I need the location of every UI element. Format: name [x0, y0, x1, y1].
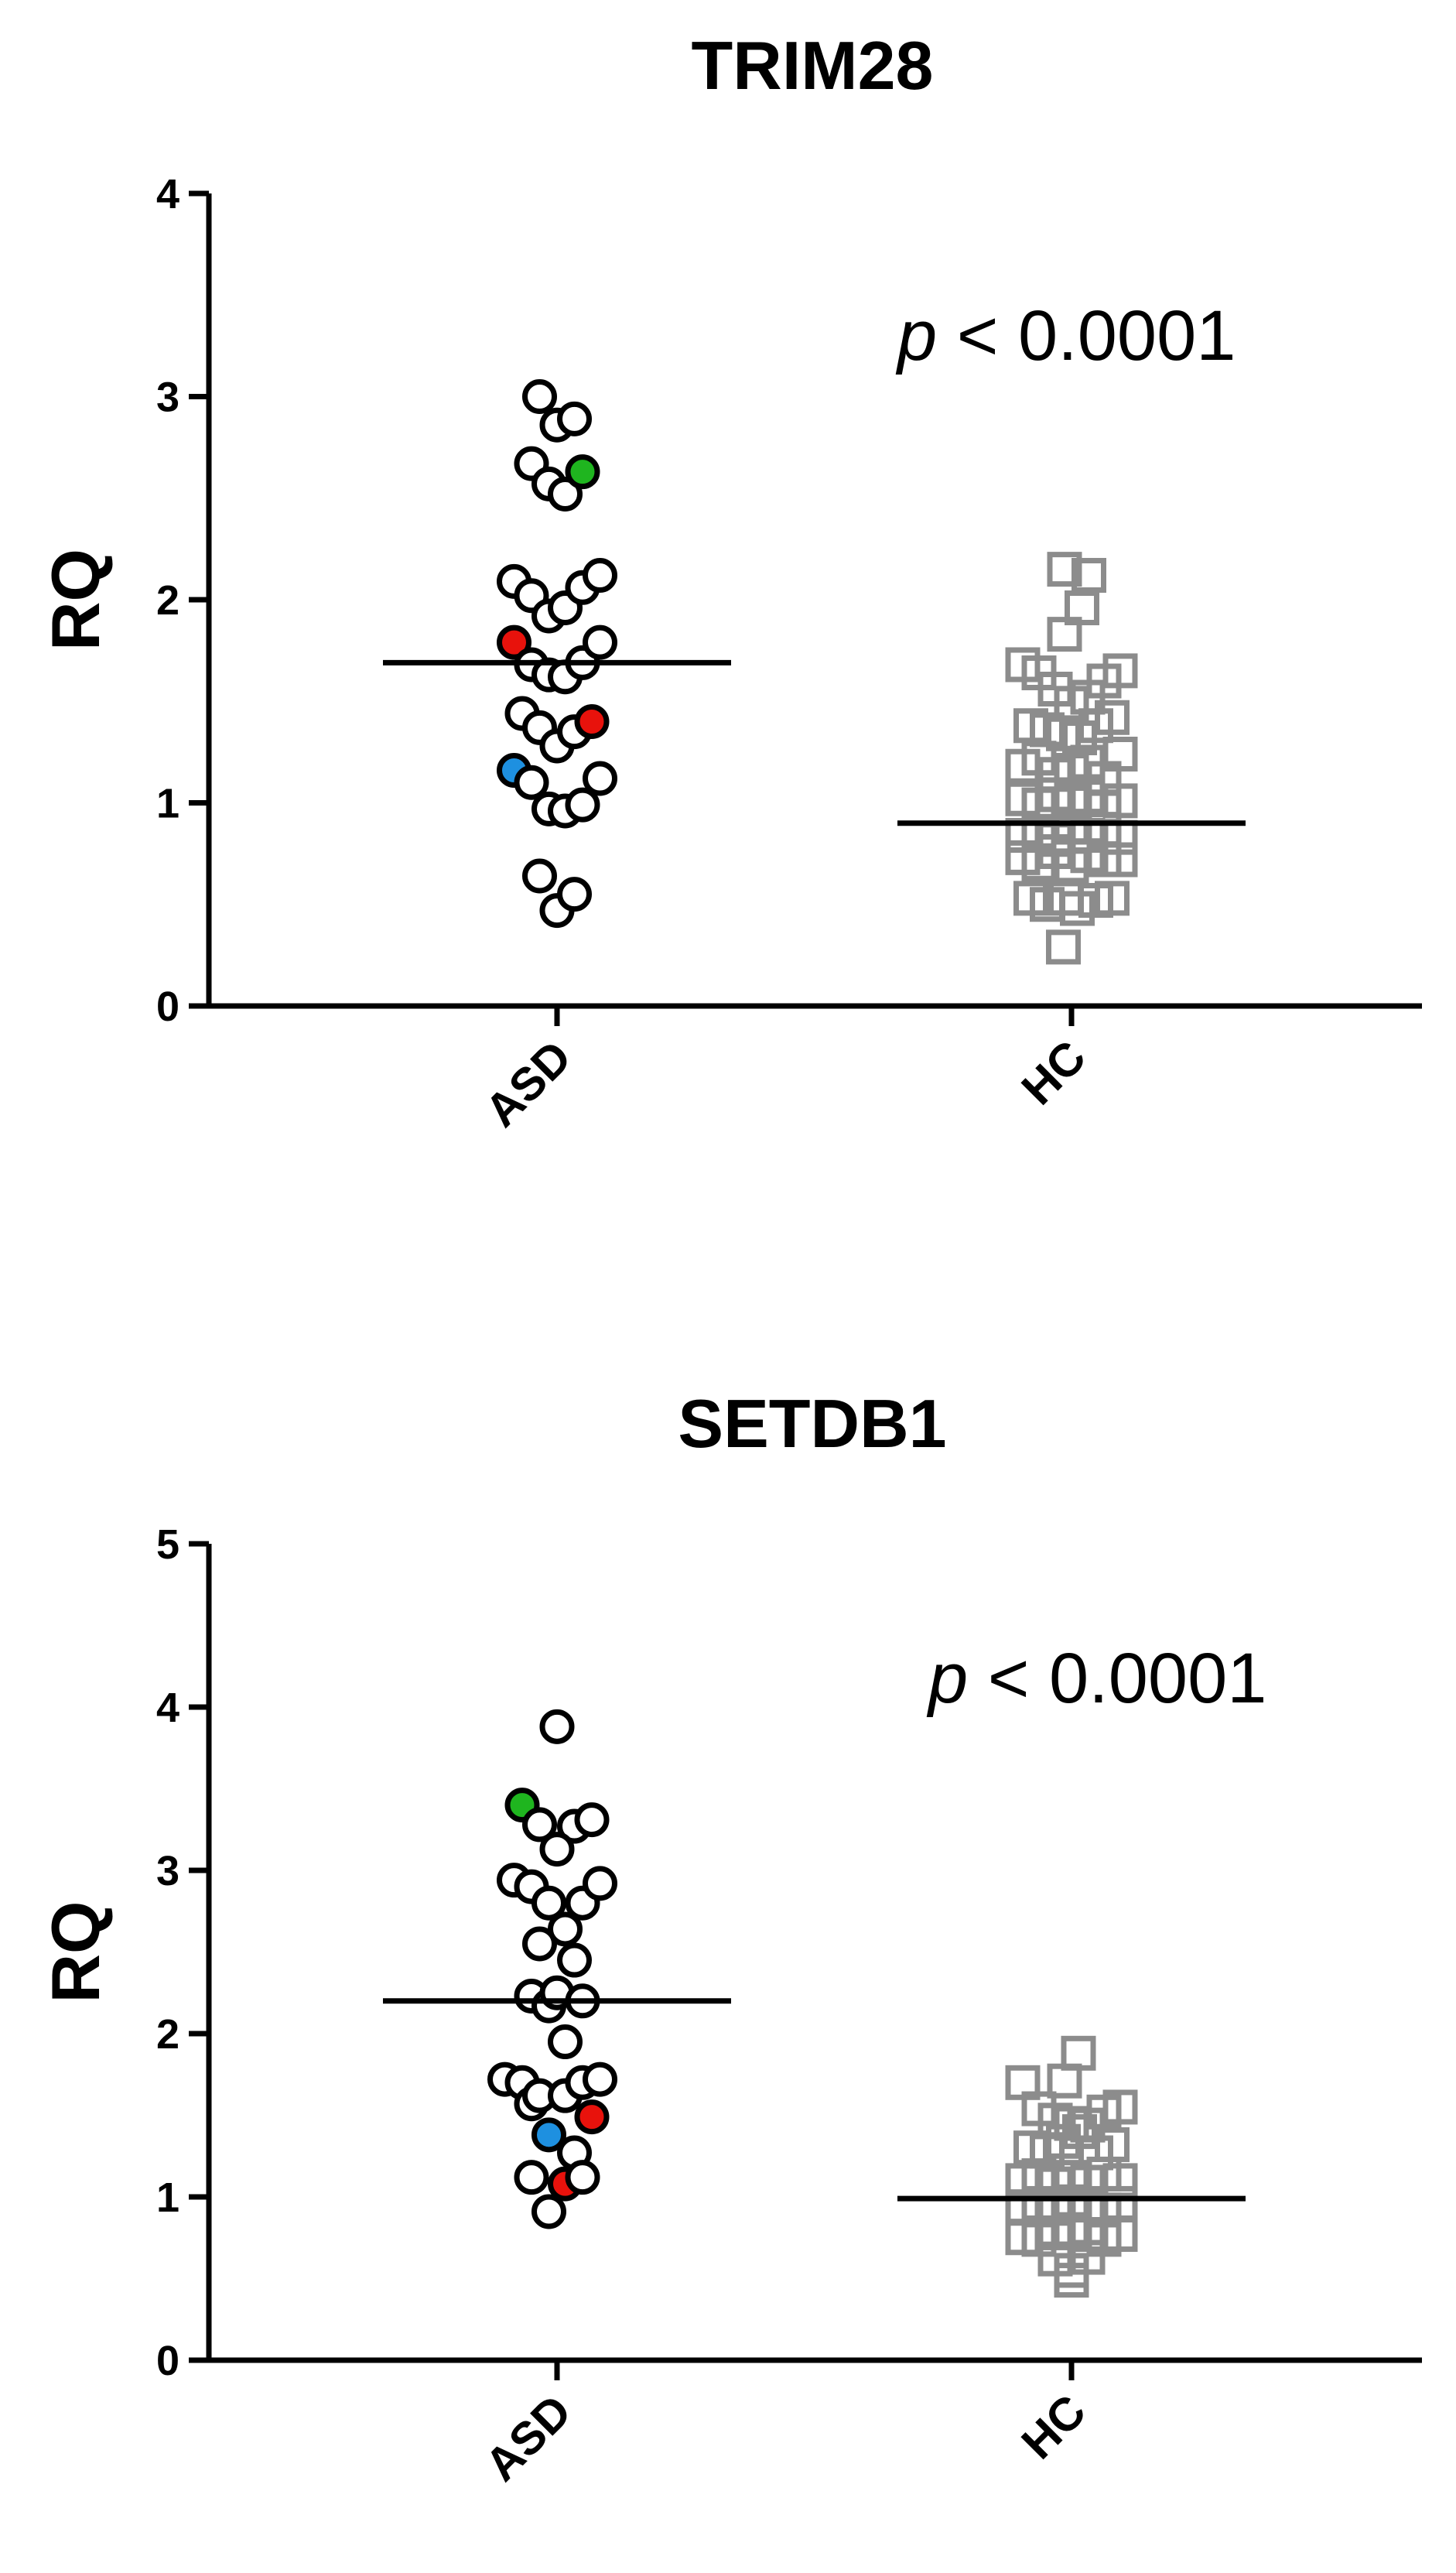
y-tick-label: 5: [156, 1521, 179, 1568]
hc-data-point: [1102, 653, 1138, 689]
asd-data-point: [557, 401, 592, 436]
hc-data-point: [1046, 929, 1081, 965]
y-tick-label: 4: [156, 171, 179, 217]
y-axis-label: RQ: [37, 549, 114, 651]
y-tick-label: 1: [156, 2174, 179, 2221]
y-axis-label: RQ: [37, 1901, 114, 2003]
asd-data-point: [583, 2061, 617, 2097]
chart-title: TRIM28: [692, 27, 934, 104]
hc-data-point: [1061, 2035, 1096, 2071]
asd-data-point: [539, 1709, 575, 1744]
hc-data-point: [1047, 2063, 1082, 2099]
asd-data-point-red: [574, 704, 610, 739]
asd-data-point: [557, 1942, 592, 1978]
asd-data-point-blue: [531, 2117, 566, 2153]
hc-data-point: [1047, 552, 1082, 587]
asd-data-point: [539, 1832, 575, 1867]
p-symbol: p: [895, 296, 937, 375]
y-tick-label: 3: [156, 375, 179, 421]
y-tick-label: 3: [156, 1848, 179, 1894]
x-category-label-asd: ASD: [475, 1031, 581, 1137]
hc-data-point: [1102, 737, 1138, 772]
asd-data-point: [531, 1885, 566, 1921]
p-value-annotation: p < 0.0001: [895, 296, 1236, 375]
asd-data-point: [565, 2160, 600, 2195]
chart-trim28: TRIM28 RQ 0 1 2 3 4 ASD HC p < 0.0001: [37, 27, 1422, 1137]
asd-data-point: [583, 1866, 617, 1901]
asd-data-point: [522, 1807, 557, 1843]
hc-data-point: [1060, 891, 1095, 926]
asd-data-point: [583, 624, 617, 660]
chart-title: SETDB1: [678, 1385, 946, 1462]
hc-data-point: [1102, 2089, 1138, 2125]
hc-data-point: [1095, 700, 1130, 735]
y-tick-label: 2: [156, 2011, 179, 2058]
x-category-label-hc: HC: [1012, 1031, 1096, 1115]
asd-data-point: [583, 558, 617, 593]
hc-data-point: [1065, 590, 1099, 625]
asd-data-point-red: [497, 624, 531, 660]
asd-data-point: [522, 1926, 557, 1962]
x-category-label-asd: ASD: [475, 2385, 581, 2491]
hc-data-point: [1071, 558, 1106, 593]
asd-data-point-red: [574, 2099, 610, 2135]
asd-data-point: [548, 2024, 583, 2060]
asd-data-point: [557, 877, 592, 912]
y-tick-label: 0: [156, 2338, 179, 2384]
hc-data-point: [1054, 2263, 1089, 2298]
asd-data-point: [574, 1802, 610, 1838]
asd-data-point: [548, 1911, 583, 1947]
p-value-text: < 0.0001: [968, 1639, 1266, 1718]
chart-setdb1: SETDB1 RQ 0 1 2 3 4 5 ASD HC p < 0.0001: [37, 1385, 1422, 2491]
asd-data-point: [522, 858, 557, 894]
p-value-text: < 0.0001: [937, 296, 1236, 375]
hc-data-point: [1095, 881, 1130, 916]
asd-data-point: [583, 761, 617, 796]
y-tick-label: 2: [156, 577, 179, 624]
asd-data-point: [514, 765, 549, 800]
asd-data-point: [522, 379, 557, 414]
asd-data-point-green: [565, 454, 600, 490]
hc-data-point: [1102, 2217, 1138, 2253]
x-category-label-hc: HC: [1012, 2385, 1096, 2469]
asd-data-point: [565, 787, 600, 823]
y-tick-label: 4: [156, 1685, 179, 1731]
asd-data-point: [548, 477, 583, 512]
y-tick-label: 1: [156, 781, 179, 827]
y-tick-label: 0: [156, 984, 179, 1030]
asd-data-point: [514, 2160, 549, 2195]
p-symbol: p: [926, 1639, 968, 1718]
hc-data-point: [1102, 842, 1138, 878]
asd-data-point: [531, 2194, 566, 2229]
p-value-annotation: p < 0.0001: [926, 1639, 1266, 1718]
